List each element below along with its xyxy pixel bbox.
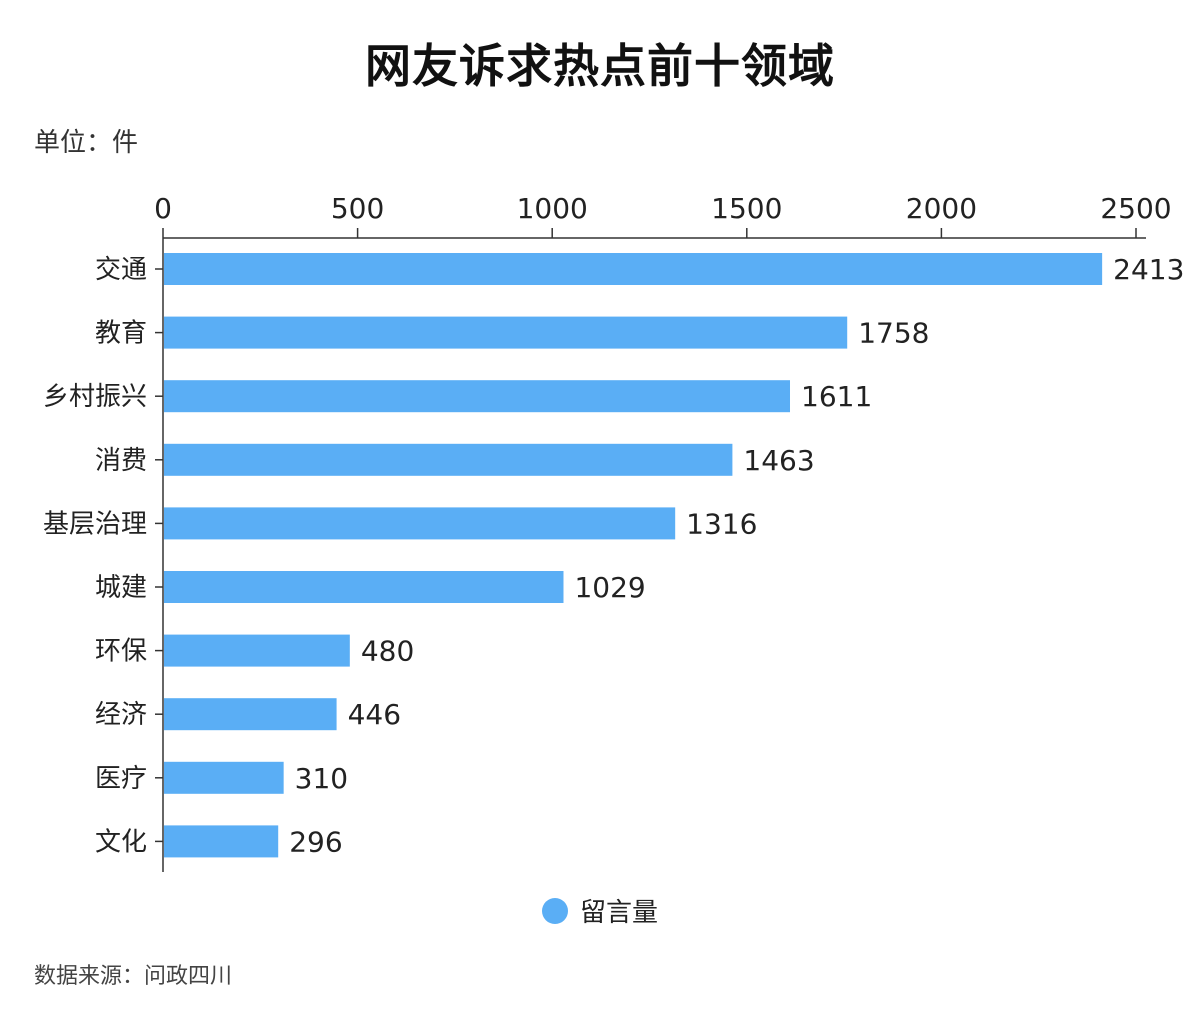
category-label: 交通 bbox=[95, 255, 147, 285]
category-label: 文化 bbox=[95, 827, 147, 857]
bar bbox=[164, 761, 284, 794]
legend-swatch bbox=[541, 897, 568, 924]
bar bbox=[164, 380, 791, 413]
value-label: 310 bbox=[295, 762, 348, 795]
bar bbox=[164, 507, 676, 540]
x-tick-label: 0 bbox=[154, 192, 172, 225]
x-tick-label: 1500 bbox=[711, 192, 782, 225]
source-label: 数据来源：问政四川 bbox=[34, 964, 233, 989]
category-label: 乡村振兴 bbox=[43, 382, 147, 412]
x-tick-label: 2000 bbox=[906, 192, 977, 225]
legend-label: 留言量 bbox=[579, 898, 658, 928]
value-label: 1029 bbox=[574, 571, 645, 604]
value-label: 480 bbox=[361, 635, 414, 668]
bar bbox=[164, 253, 1103, 285]
bar bbox=[164, 443, 733, 476]
unit-label: 单位：件 bbox=[34, 128, 139, 158]
value-label: 1758 bbox=[858, 317, 929, 350]
category-label: 城建 bbox=[95, 573, 147, 603]
value-label: 296 bbox=[289, 825, 342, 858]
value-label: 446 bbox=[348, 698, 401, 731]
bar bbox=[164, 825, 279, 858]
value-label: 1611 bbox=[801, 380, 872, 413]
category-label: 教育 bbox=[95, 319, 147, 349]
x-tick-label: 2500 bbox=[1100, 192, 1171, 225]
value-label: 2413 bbox=[1113, 253, 1184, 286]
value-label: 1316 bbox=[686, 507, 757, 540]
bar bbox=[164, 634, 350, 667]
chart-title: 网友诉求热点前十领域 bbox=[365, 39, 835, 93]
value-label: 1463 bbox=[743, 444, 814, 477]
x-tick-label: 500 bbox=[331, 192, 384, 225]
x-tick-label: 1000 bbox=[517, 192, 588, 225]
category-label: 医疗 bbox=[95, 764, 147, 794]
category-label: 经济 bbox=[95, 700, 147, 730]
category-label: 环保 bbox=[95, 637, 147, 667]
bar bbox=[164, 698, 337, 731]
category-label: 消费 bbox=[95, 446, 147, 476]
legend: 留言量 bbox=[0, 892, 1200, 929]
bar bbox=[164, 316, 848, 349]
bar bbox=[164, 571, 564, 603]
category-label: 基层治理 bbox=[43, 509, 147, 539]
